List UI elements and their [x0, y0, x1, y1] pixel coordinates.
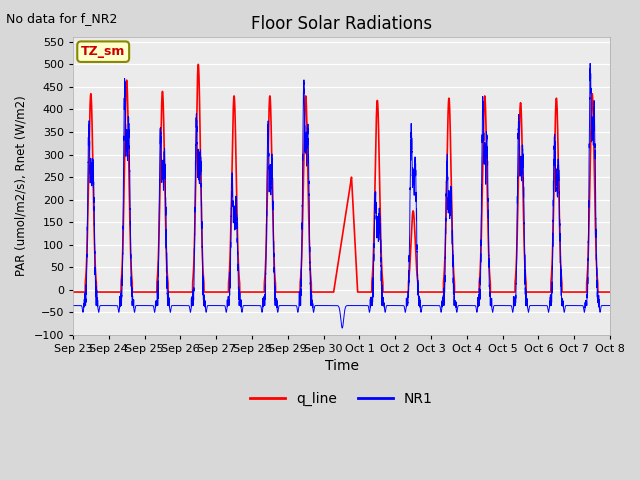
NR1: [69, 303, 77, 309]
q_line: [195, 61, 202, 67]
Legend: q_line, NR1: q_line, NR1: [245, 386, 438, 411]
q_line: [69, 289, 77, 295]
NR1: [416, 303, 424, 309]
NR1: [179, 303, 186, 309]
NR1: [492, 303, 500, 309]
NR1: [270, 264, 278, 270]
Line: NR1: NR1: [73, 63, 610, 328]
q_line: [184, 289, 192, 295]
Text: No data for f_NR2: No data for f_NR2: [6, 12, 118, 25]
q_line: [416, 289, 424, 295]
NR1: [586, 60, 594, 66]
NR1: [606, 303, 614, 309]
NR1: [339, 325, 346, 331]
q_line: [492, 289, 500, 295]
q_line: [606, 289, 614, 295]
Text: TZ_sm: TZ_sm: [81, 45, 125, 58]
NR1: [604, 303, 612, 309]
Y-axis label: PAR (umol/m2/s), Rnet (W/m2): PAR (umol/m2/s), Rnet (W/m2): [15, 96, 28, 276]
Line: q_line: q_line: [73, 64, 610, 292]
q_line: [604, 289, 612, 295]
q_line: [270, 258, 278, 264]
NR1: [184, 303, 192, 309]
Title: Floor Solar Radiations: Floor Solar Radiations: [251, 15, 432, 33]
q_line: [179, 289, 186, 295]
X-axis label: Time: Time: [324, 360, 358, 373]
